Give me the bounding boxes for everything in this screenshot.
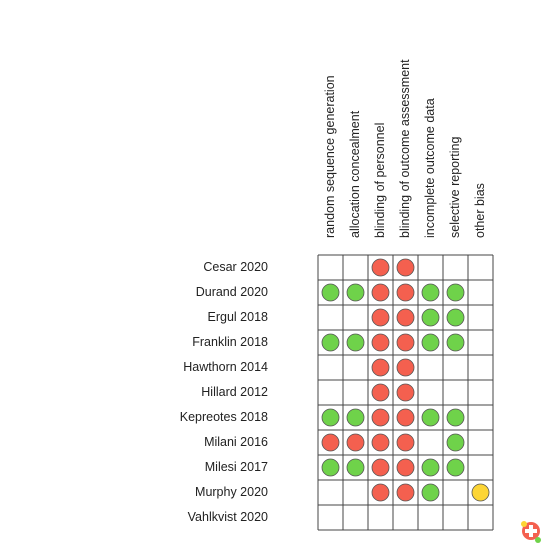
judgment-dot: [371, 283, 390, 302]
judgment-dot: [396, 433, 415, 452]
study-label: Kepreotes 2018: [180, 410, 268, 424]
judgment-dot: [396, 333, 415, 352]
column-header: blinding of outcome assessment: [398, 59, 412, 238]
judgment-dot: [421, 283, 440, 302]
judgment-dot: [396, 308, 415, 327]
judgment-dot: [471, 483, 490, 502]
judgment-dot: [371, 383, 390, 402]
study-label: Murphy 2020: [195, 485, 268, 499]
judgment-dot: [371, 433, 390, 452]
judgment-dot: [396, 408, 415, 427]
judgment-dot: [396, 383, 415, 402]
study-label: Hillard 2012: [201, 385, 268, 399]
judgment-dot: [371, 358, 390, 377]
judgment-dot: [421, 308, 440, 327]
judgment-dot: [446, 308, 465, 327]
judgment-dot: [321, 408, 340, 427]
judgment-dot: [446, 433, 465, 452]
study-label: Cesar 2020: [203, 260, 268, 274]
judgment-dot: [421, 458, 440, 477]
judgment-dot: [321, 433, 340, 452]
study-label: Milani 2016: [204, 435, 268, 449]
logo: [521, 521, 541, 543]
judgment-dot: [346, 408, 365, 427]
judgment-dot: [371, 333, 390, 352]
judgment-dot: [371, 308, 390, 327]
judgment-dot: [396, 258, 415, 277]
judgment-dot: [421, 333, 440, 352]
judgment-dot: [446, 408, 465, 427]
judgment-dot: [346, 333, 365, 352]
judgment-dot: [446, 283, 465, 302]
judgment-dot: [446, 458, 465, 477]
judgment-dot: [346, 458, 365, 477]
judgment-dot: [321, 333, 340, 352]
judgment-dot: [371, 408, 390, 427]
study-label: Hawthorn 2014: [183, 360, 268, 374]
judgment-dot: [396, 458, 415, 477]
judgment-dot: [446, 333, 465, 352]
column-header: blinding of personnel: [373, 123, 387, 238]
study-label: Vahlkvist 2020: [188, 510, 268, 524]
judgment-dot: [396, 358, 415, 377]
judgment-dot: [321, 458, 340, 477]
judgment-dot: [346, 283, 365, 302]
column-header: random sequence generation: [323, 75, 337, 238]
judgment-dot: [396, 483, 415, 502]
judgment-dot: [371, 458, 390, 477]
study-label: Ergul 2018: [208, 310, 269, 324]
study-label: Milesi 2017: [205, 460, 268, 474]
judgment-dot: [321, 283, 340, 302]
study-label: Franklin 2018: [192, 335, 268, 349]
judgment-dot: [421, 408, 440, 427]
column-header: incomplete outcome data: [423, 98, 437, 238]
study-label: Durand 2020: [196, 285, 268, 299]
judgment-dot: [396, 283, 415, 302]
judgment-dot: [421, 483, 440, 502]
column-header: other bias: [473, 183, 487, 238]
column-header: selective reporting: [448, 137, 462, 238]
column-header: allocation concealment: [348, 110, 362, 238]
judgment-dot: [371, 483, 390, 502]
judgment-dot: [346, 433, 365, 452]
judgment-dot: [371, 258, 390, 277]
